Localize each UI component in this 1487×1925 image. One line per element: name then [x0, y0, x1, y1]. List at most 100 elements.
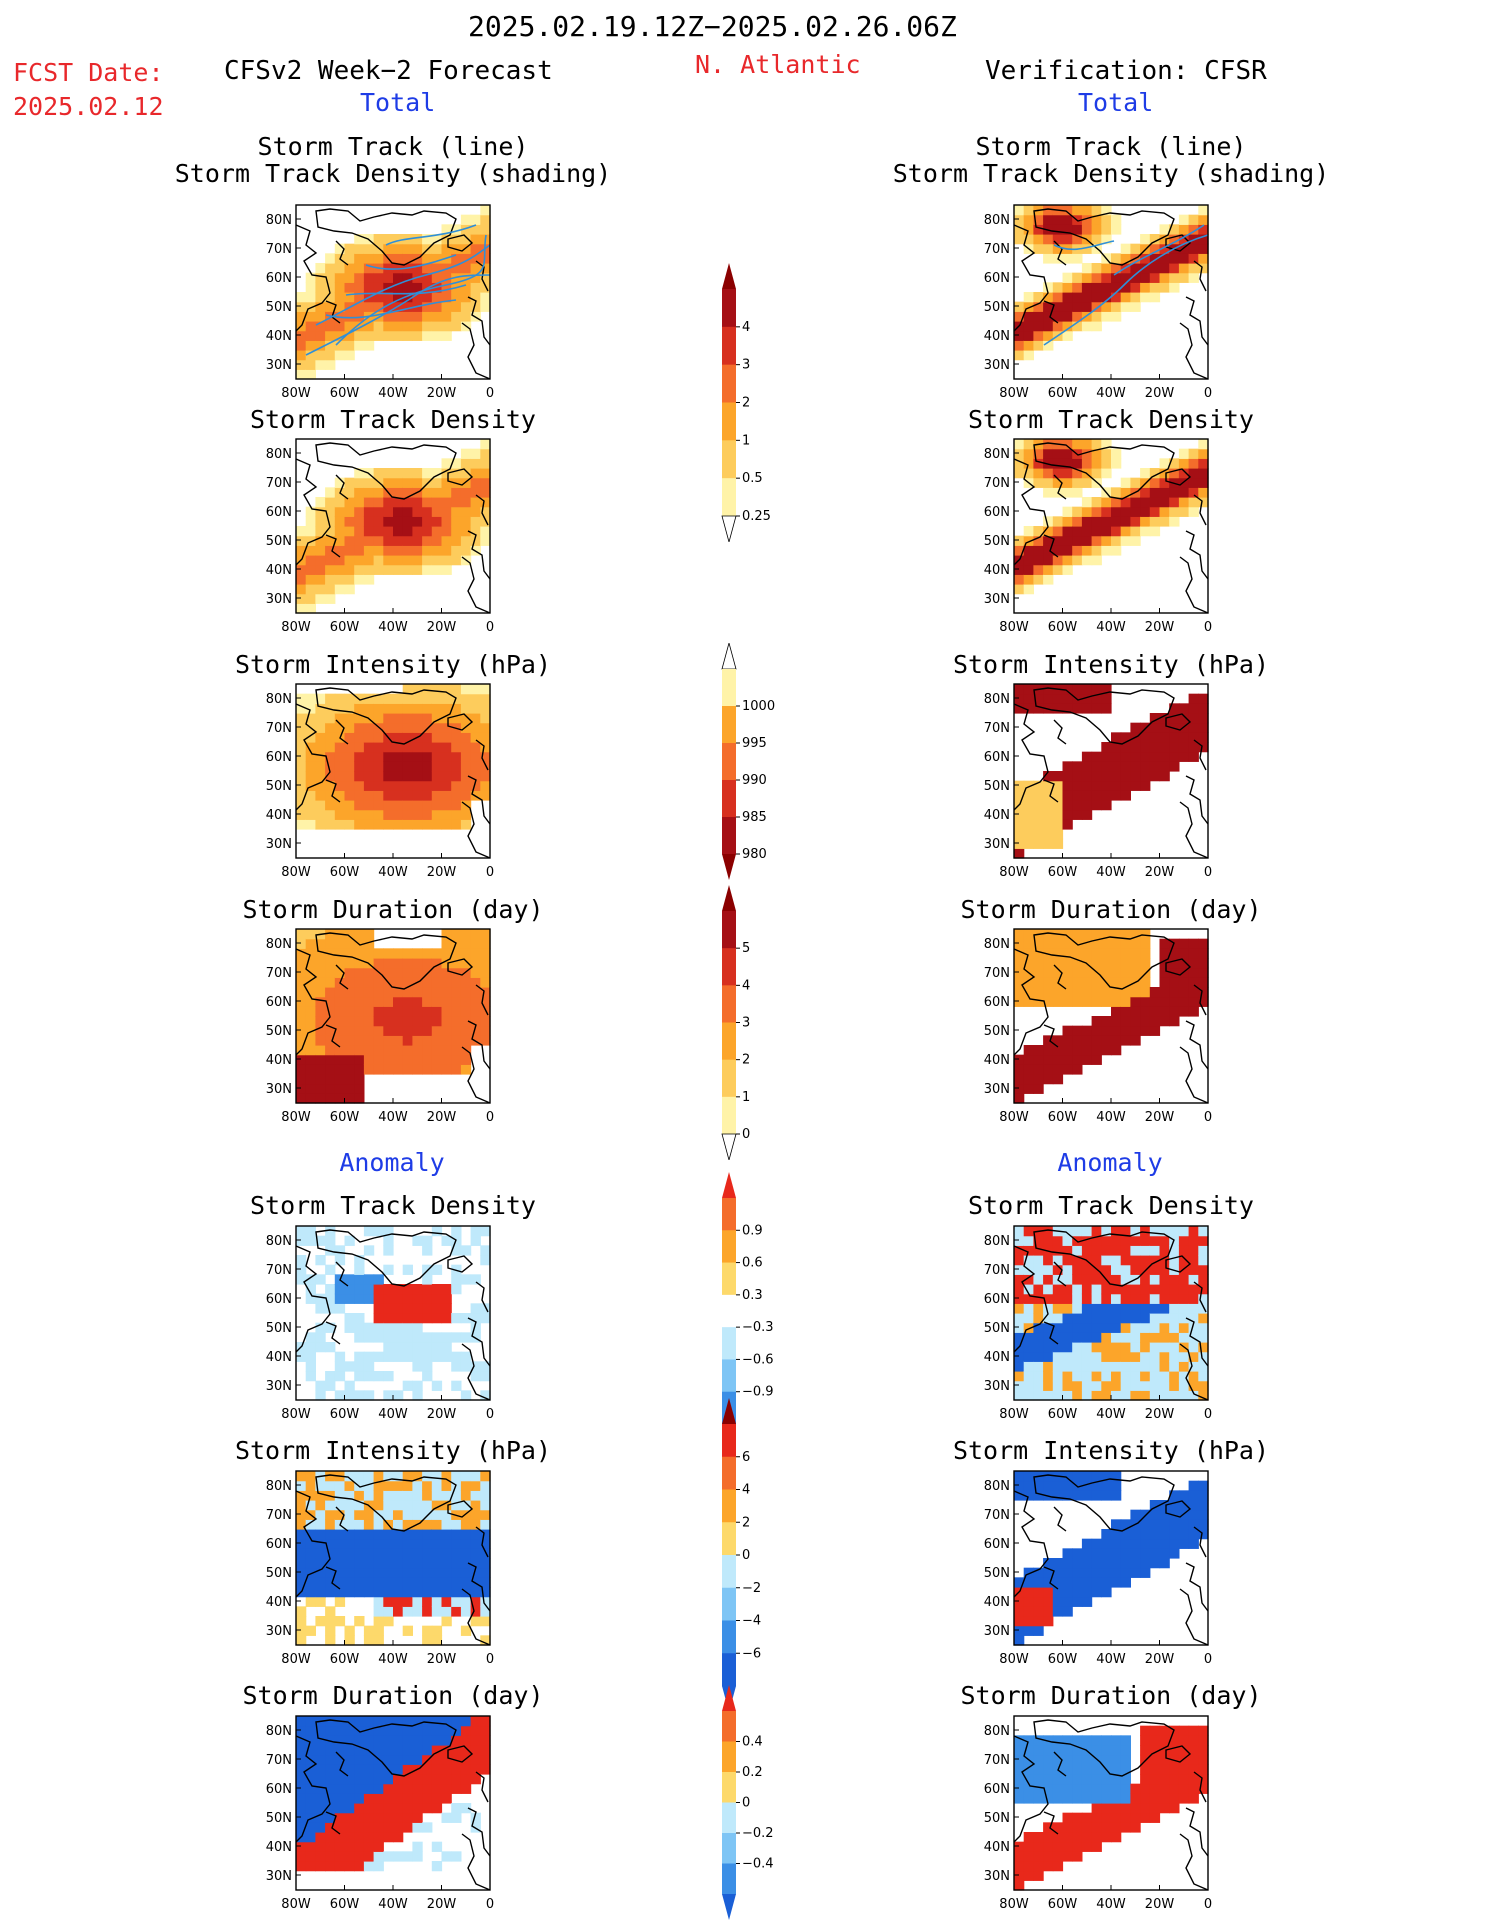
field-cell [296, 819, 307, 830]
field-cell [441, 330, 452, 341]
field-cell [1043, 1284, 1054, 1295]
field-cell [383, 1832, 394, 1843]
field-cell [422, 330, 433, 341]
field-cell [1101, 1025, 1112, 1036]
field-cell [1023, 1361, 1034, 1372]
field-cell [1033, 292, 1044, 303]
field-cell [1178, 1490, 1190, 1501]
field-cell [1043, 1371, 1054, 1382]
field-cell [460, 1548, 472, 1559]
field-cell [1081, 1774, 1093, 1785]
field-cell [354, 234, 365, 245]
field-cell [1188, 468, 1199, 479]
field-cell [1072, 1735, 1083, 1746]
field-cell [334, 761, 346, 772]
field-cell [1023, 330, 1034, 341]
field-cell [1111, 516, 1122, 527]
field-cell [373, 330, 384, 341]
field-cell [1052, 1255, 1064, 1266]
lon-tick-label: 60W [330, 1110, 360, 1125]
field-cell [470, 477, 481, 488]
field-cell [325, 1625, 336, 1636]
field-cell [393, 742, 404, 753]
field-cell [1140, 1380, 1151, 1391]
field-cell [1159, 1351, 1170, 1362]
field-cell [1140, 1025, 1151, 1036]
field-cell [1140, 263, 1151, 274]
coastline [1165, 1255, 1192, 1273]
field-cell [1091, 1274, 1102, 1285]
field-cell [354, 722, 365, 733]
field-cell [296, 790, 307, 801]
field-cell [325, 1226, 336, 1237]
field-cell [1159, 1538, 1170, 1549]
field-cell [354, 487, 365, 498]
field-cell [1130, 1255, 1141, 1266]
field-cell [470, 713, 481, 724]
field-cell [431, 516, 443, 527]
field-cell [460, 929, 472, 940]
fcst-date-label: FCST Date: [13, 58, 164, 87]
field-cell [1043, 1255, 1054, 1266]
field-cell [480, 693, 491, 704]
field-cell [383, 330, 394, 341]
coastline [325, 1811, 341, 1835]
field-cell [1140, 751, 1151, 762]
field-cell [1188, 693, 1199, 704]
field-cell [373, 1274, 384, 1285]
field-cell [363, 987, 375, 998]
field-cell [1149, 1025, 1161, 1036]
field-cell [422, 1793, 433, 1804]
field-cell [344, 555, 355, 566]
field-cell [431, 545, 443, 556]
field-cell [1081, 1054, 1093, 1065]
lat-tick-label: 30N [266, 1082, 292, 1097]
field-cell [1033, 1587, 1044, 1598]
field-cell [383, 1538, 394, 1549]
field-cell [363, 487, 375, 498]
field-cell [1178, 1764, 1190, 1775]
field-cell [325, 359, 336, 370]
field-cell [354, 477, 365, 488]
field-cell [1159, 742, 1170, 753]
field-cell [1081, 1303, 1093, 1314]
field-cell [1111, 1380, 1122, 1391]
field-cell [1159, 1303, 1170, 1314]
coastline [1013, 1245, 1049, 1353]
field-cell [1062, 1293, 1073, 1304]
right-total-label: Total [1078, 88, 1154, 117]
field-cell [1120, 1322, 1131, 1333]
field-cell [1169, 516, 1180, 527]
field-cell [344, 1235, 355, 1246]
left-column-title: CFSv2 Week−2 Forecast [224, 56, 553, 86]
field-cell [383, 819, 394, 830]
field-cell [383, 780, 394, 791]
field-cell [1033, 800, 1044, 811]
field-cell [373, 1371, 384, 1382]
field-cell [334, 1558, 346, 1569]
field-cell [451, 1803, 462, 1814]
field-cell [1033, 996, 1044, 1007]
field-cell [354, 1274, 365, 1285]
field-cell [412, 948, 423, 959]
lon-tick-label: 40W [1096, 1652, 1126, 1667]
field-cell [325, 1322, 336, 1333]
field-cell [1198, 1519, 1209, 1530]
field-cell [480, 1735, 491, 1746]
field-cell [1081, 214, 1093, 225]
field-cell [1072, 1351, 1083, 1362]
field-cell [1033, 1313, 1044, 1324]
field-cell [1178, 272, 1190, 283]
lat-tick-label: 40N [984, 329, 1010, 344]
field-cell [1178, 1235, 1190, 1246]
field-cell [393, 1764, 404, 1775]
colorbar-label: 0 [742, 1548, 750, 1563]
lat-tick-label: 30N [984, 592, 1010, 607]
field-cell [451, 468, 462, 479]
field-cell [1111, 1567, 1122, 1578]
field-cell [344, 1822, 355, 1833]
field-cell [334, 1064, 346, 1075]
field-cell [1178, 243, 1190, 254]
field-cell [1188, 1342, 1199, 1353]
field-cell [305, 1596, 316, 1607]
